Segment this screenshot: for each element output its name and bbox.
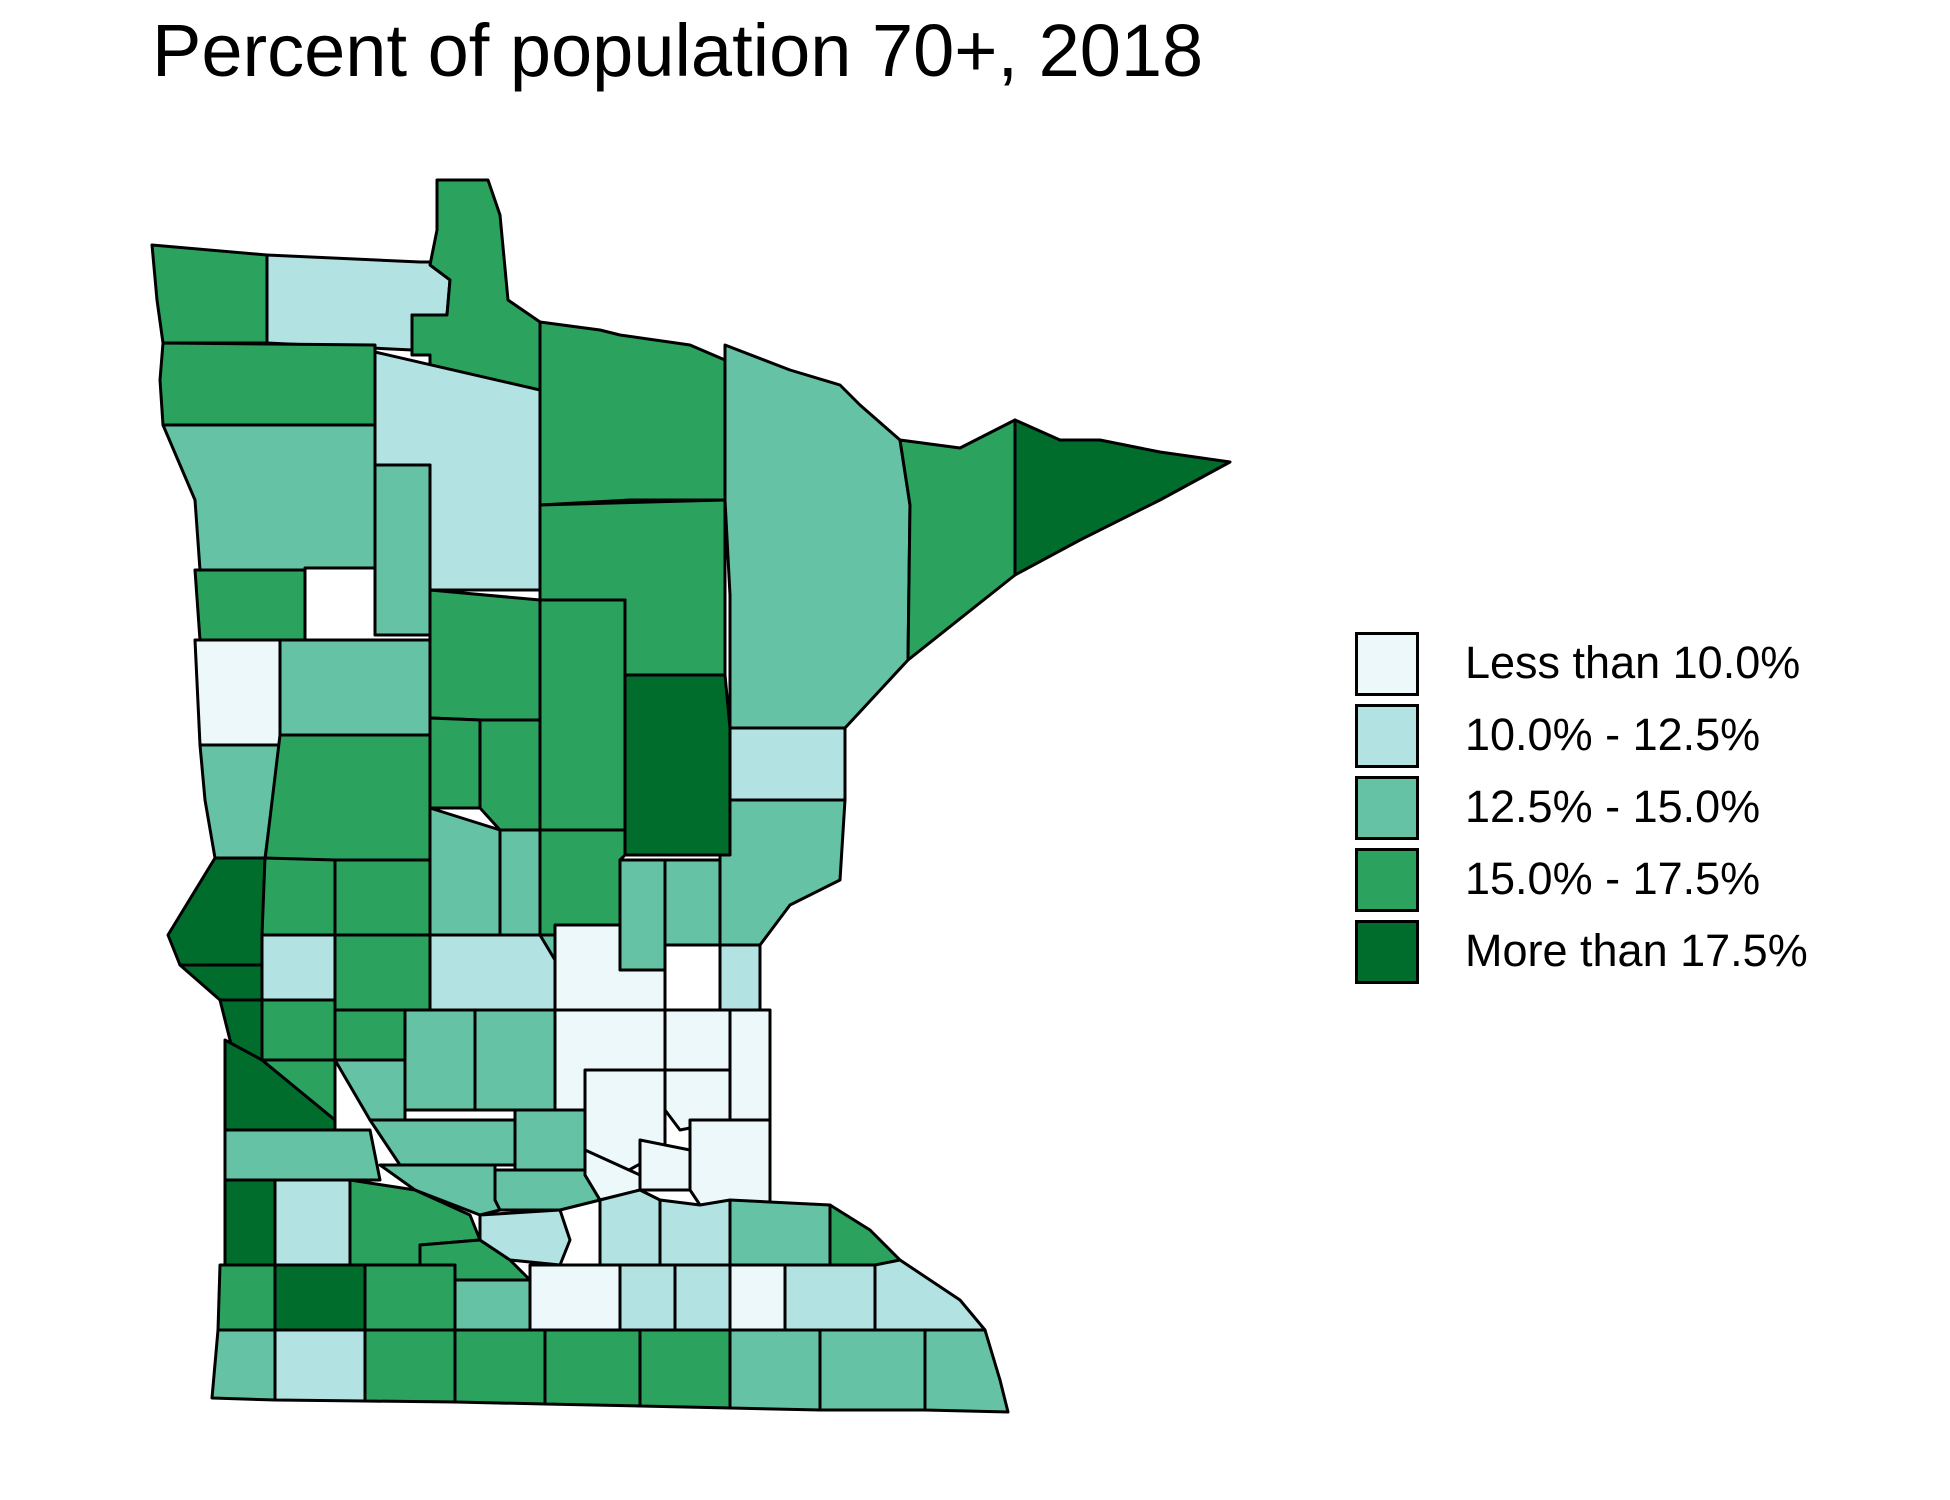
county-morrison	[498, 828, 542, 937]
county-steele	[673, 1263, 732, 1332]
county-meeker-n	[473, 1008, 557, 1112]
county-winona	[873, 1258, 987, 1332]
county-goodhue	[728, 1198, 832, 1267]
county-aitkin	[623, 673, 732, 857]
county-freeborn	[638, 1328, 732, 1410]
county-otter-tail	[260, 856, 337, 937]
county-watonwan	[453, 1278, 532, 1332]
county-norman	[193, 638, 282, 747]
county-carlton	[728, 726, 847, 802]
county-lyon	[273, 1178, 352, 1267]
county-koochiching	[538, 320, 727, 507]
county-swift	[260, 1058, 337, 1122]
county-kandiyohi-n	[403, 1008, 477, 1112]
legend-swatch	[1355, 704, 1419, 768]
county-chippewa	[333, 1058, 407, 1122]
county-olmsted	[783, 1263, 877, 1332]
county-murray	[273, 1263, 367, 1332]
county-wadena	[428, 716, 482, 810]
county-grant	[260, 933, 337, 1002]
county-lincoln	[223, 1178, 277, 1267]
county-layer	[150, 178, 1232, 1414]
county-scott	[638, 1138, 692, 1192]
county-rock	[210, 1328, 277, 1402]
county-pine	[718, 798, 847, 947]
county-clearwater	[373, 463, 432, 637]
county-kanabec	[618, 858, 667, 972]
county-otter-tail-east	[333, 858, 432, 937]
county-lake	[898, 418, 1017, 662]
county-marshall	[158, 341, 377, 427]
county-lake-of-the-woods	[410, 178, 542, 392]
county-blue-earth	[528, 1263, 622, 1332]
county-dodge	[728, 1263, 787, 1332]
county-yellow-medicine	[223, 1128, 382, 1182]
county-martin	[453, 1328, 547, 1406]
county-mcleod	[513, 1108, 587, 1172]
county-mower	[728, 1328, 822, 1412]
county-stevens	[260, 998, 337, 1062]
legend-label: 12.5% - 15.0%	[1465, 781, 1761, 832]
legend-label: More than 17.5%	[1465, 925, 1808, 976]
county-lac-qui-parle	[223, 1038, 337, 1132]
county-douglas	[333, 933, 432, 1012]
county-pope	[333, 1008, 407, 1062]
county-isanti	[663, 858, 722, 947]
county-traverse	[178, 963, 264, 1002]
county-anoka	[663, 1008, 732, 1072]
county-cook	[1013, 418, 1232, 577]
legend-label: 15.0% - 17.5%	[1465, 853, 1761, 904]
county-pipestone	[216, 1263, 277, 1332]
legend-swatch	[1355, 776, 1419, 840]
county-dakota	[688, 1118, 772, 1207]
county-fillmore	[818, 1328, 927, 1412]
county-washington	[728, 1008, 772, 1122]
county-kittson	[150, 243, 269, 345]
county-chisago	[718, 943, 762, 1012]
county-polk	[193, 568, 307, 642]
legend-swatch	[1355, 848, 1419, 912]
map-title: Percent of population 70+, 2018	[152, 9, 1204, 92]
county-waseca	[618, 1263, 677, 1332]
county-stearns	[428, 933, 557, 1012]
county-wilkin	[166, 856, 267, 967]
county-pennington	[161, 423, 377, 572]
legend-swatch	[1355, 920, 1419, 984]
county-cottonwood	[363, 1263, 457, 1332]
county-becker	[263, 733, 432, 862]
county-cass	[538, 598, 627, 832]
legend-label: 10.0% - 12.5%	[1465, 709, 1761, 760]
county-mahnomen	[278, 638, 432, 737]
county-todd	[428, 806, 502, 937]
county-renville-n	[368, 1118, 517, 1167]
county-st-louis	[723, 343, 912, 730]
legend-label: Less than 10.0%	[1465, 637, 1801, 688]
county-rice	[658, 1198, 732, 1267]
county-nobles	[273, 1328, 367, 1403]
legend-swatch	[1355, 632, 1419, 696]
county-crow-wing	[478, 718, 542, 832]
county-hubbard	[428, 588, 542, 722]
county-mille-lacs	[538, 828, 627, 937]
county-le-sueur	[598, 1188, 662, 1267]
county-faribault	[543, 1328, 642, 1408]
county-houston	[923, 1328, 1010, 1414]
county-jackson	[363, 1328, 457, 1404]
